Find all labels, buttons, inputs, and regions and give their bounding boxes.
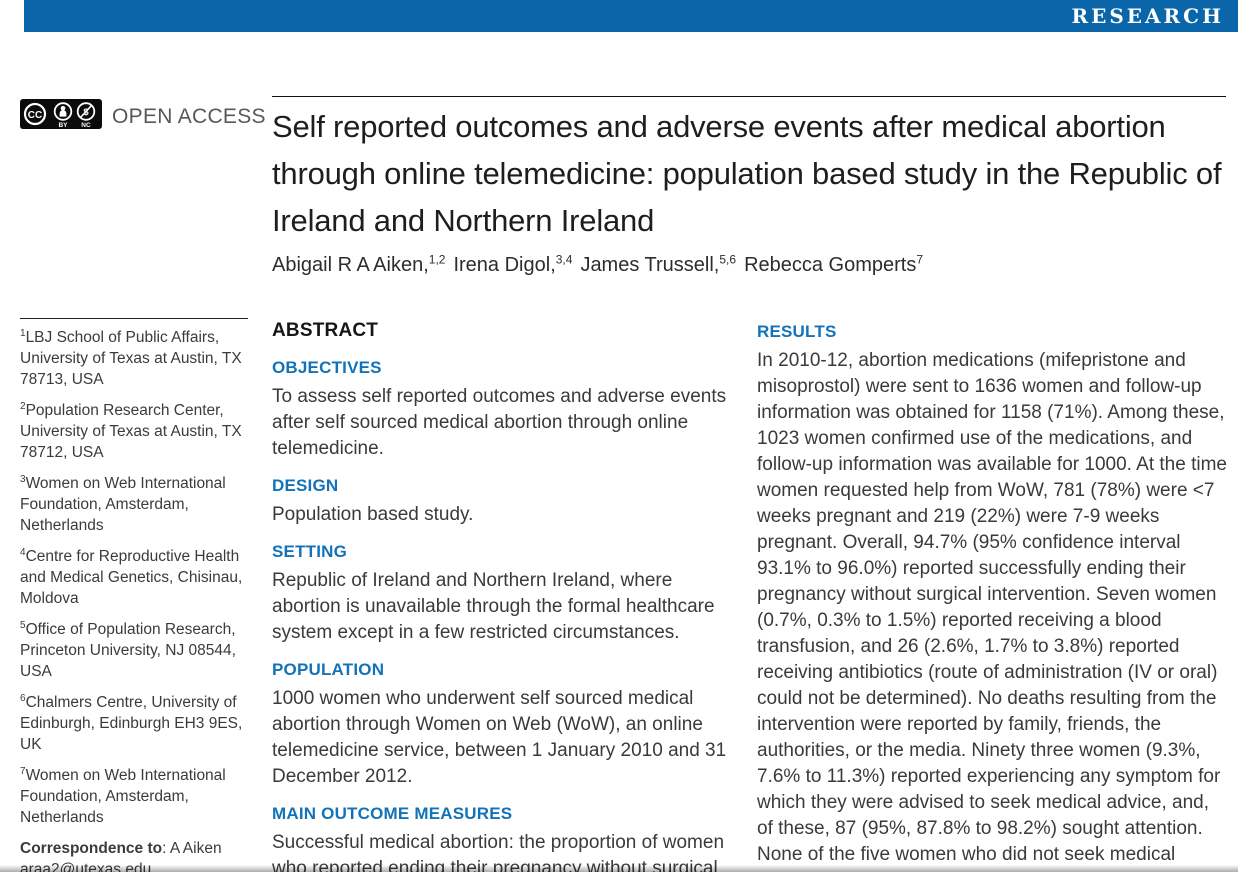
abstract-sections: OBJECTIVES To assess self reported outcom… (272, 355, 740, 872)
authors: Abigail R A Aiken,1,2 Irena Digol,3,4 Jame… (272, 252, 1226, 277)
author: Abigail R A Aiken,1,2 (272, 252, 446, 276)
affiliations-sidebar: 1LBJ School of Public Affairs, Universit… (20, 318, 248, 872)
section-heading: DESIGN (272, 476, 339, 495)
svg-text:NC: NC (81, 122, 91, 129)
author: Irena Digol,3,4 (453, 252, 573, 276)
article-title: Self reported outcomes and adverse event… (272, 109, 1222, 238)
affiliation: 7Women on Web International Foundation, … (20, 765, 226, 826)
section-body: 1000 women who underwent self sourced me… (272, 688, 727, 787)
section-body: Successful medical abortion: the proport… (272, 832, 725, 872)
results-column: RESULTS In 2010-12, abortion medications … (757, 318, 1227, 872)
svg-text:BY: BY (58, 122, 68, 129)
affiliation: 1LBJ School of Public Affairs, Universit… (20, 327, 242, 388)
author: Rebecca Gomperts7 (744, 252, 924, 276)
title-top-rule (272, 96, 1226, 97)
results-sections: RESULTS In 2010-12, abortion medications … (757, 319, 1227, 872)
author: James Trussell,5,6 (580, 252, 737, 276)
affiliation: 3Women on Web International Foundation, … (20, 473, 226, 534)
research-section-label: RESEARCH (1071, 4, 1224, 28)
section-body: Population based study. (272, 504, 474, 525)
section-heading: RESULTS (757, 322, 837, 341)
abstract-column: ABSTRACT OBJECTIVES To assess self report… (272, 318, 740, 872)
affiliation: 5Office of Population Research, Princeto… (20, 619, 236, 680)
section-heading: OBJECTIVES (272, 358, 382, 377)
affiliation: 2Population Research Center, University … (20, 400, 242, 461)
correspondence-label: Correspondence to (20, 840, 163, 857)
affiliations: 1LBJ School of Public Affairs, Universit… (20, 327, 248, 828)
section-heading: POPULATION (272, 660, 385, 679)
journal-header-bar: RESEARCH (24, 0, 1238, 32)
svg-text:CC: CC (28, 110, 42, 121)
open-access-block: CC BY $ NC OPEN ACCESS (20, 99, 266, 134)
correspondence-email[interactable]: araa2@utexas.edu (20, 861, 151, 872)
section-body: In 2010-12, abortion medications (mifepr… (757, 350, 1227, 872)
correspondence: Correspondence to: A Aiken araa2@utexas.… (20, 838, 248, 872)
open-access-label: OPEN ACCESS (112, 104, 266, 128)
section-heading: MAIN OUTCOME MEASURES (272, 804, 513, 823)
abstract-label: ABSTRACT (272, 320, 379, 341)
section-body: Republic of Ireland and Northern Ireland… (272, 570, 715, 643)
correspondence-name: : A Aiken (162, 840, 222, 857)
affiliation: 4Centre for Reproductive Health and Medi… (20, 546, 243, 607)
affiliation: 6Chalmers Centre, University of Edinburg… (20, 692, 243, 753)
page-bottom-edge-shadow (0, 865, 1238, 872)
section-body: To assess self reported outcomes and adv… (272, 386, 727, 459)
creative-commons-license-icon[interactable]: CC BY $ NC (20, 99, 102, 134)
section-heading: SETTING (272, 542, 348, 561)
